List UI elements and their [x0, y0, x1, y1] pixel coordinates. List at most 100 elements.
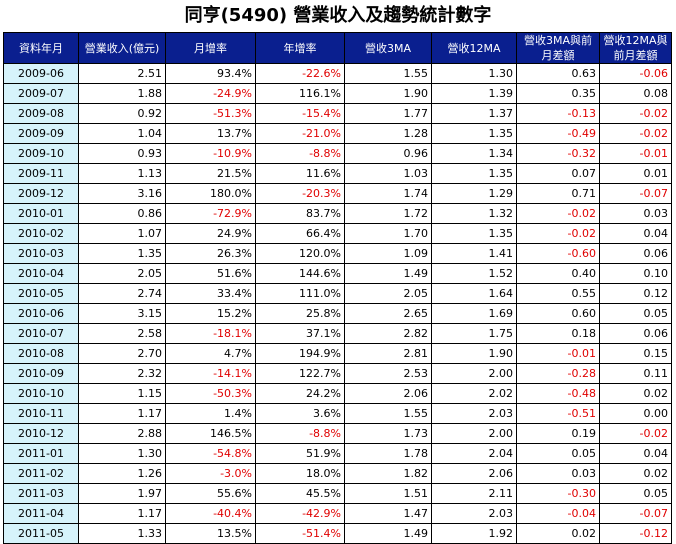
cell-12ma: 1.64: [431, 283, 517, 304]
cell-12ma: 1.69: [431, 303, 517, 324]
cell-month: 2011-05: [3, 523, 79, 544]
cell-yoy: 111.0%: [255, 283, 345, 304]
cell-yoy: 83.7%: [255, 203, 345, 224]
cell-yoy: 45.5%: [255, 483, 345, 504]
cell-month: 2009-08: [3, 103, 79, 124]
header-12ma: 營收12MA: [431, 32, 517, 64]
cell-month: 2009-06: [3, 63, 79, 84]
cell-3ma: 2.06: [344, 383, 432, 404]
cell-revenue: 0.93: [78, 143, 166, 164]
cell-12ma-diff: 0.15: [599, 343, 672, 364]
cell-3ma-diff: -0.60: [516, 243, 600, 264]
cell-month: 2011-04: [3, 503, 79, 524]
cell-3ma: 1.72: [344, 203, 432, 224]
cell-12ma: 1.35: [431, 223, 517, 244]
cell-12ma: 1.92: [431, 523, 517, 544]
cell-3ma: 1.55: [344, 403, 432, 424]
table-row: 2010-10 1.15 -50.3% 24.2% 2.06 2.02 -0.48 0.02: [3, 383, 672, 404]
cell-mom: 93.4%: [165, 63, 256, 84]
cell-yoy: -22.6%: [255, 63, 345, 84]
cell-3ma: 2.53: [344, 363, 432, 384]
page-title: 同亨(5490) 營業收入及趨勢統計數字: [184, 5, 492, 26]
cell-12ma-diff: -0.07: [599, 503, 672, 524]
cell-12ma-diff: 0.12: [599, 283, 672, 304]
cell-3ma: 1.03: [344, 163, 432, 184]
cell-3ma-diff: 0.60: [516, 303, 600, 324]
cell-3ma: 1.49: [344, 523, 432, 544]
cell-mom: -24.9%: [165, 83, 256, 104]
cell-3ma-diff: -0.32: [516, 143, 600, 164]
cell-12ma: 1.34: [431, 143, 517, 164]
table-row: 2011-02 1.26 -3.0% 18.0% 1.82 2.06 0.03 0.02: [3, 463, 672, 484]
cell-month: 2010-02: [3, 223, 79, 244]
cell-12ma-diff: 0.11: [599, 363, 672, 384]
cell-12ma-diff: 0.08: [599, 83, 672, 104]
cell-3ma: 1.74: [344, 183, 432, 204]
cell-month: 2010-07: [3, 323, 79, 344]
cell-mom: -14.1%: [165, 363, 256, 384]
cell-3ma-diff: -0.30: [516, 483, 600, 504]
cell-12ma-diff: 0.02: [599, 383, 672, 404]
cell-3ma: 1.47: [344, 503, 432, 524]
table-row: 2011-05 1.33 13.5% -51.4% 1.49 1.92 0.02 -0.12: [3, 523, 672, 544]
cell-month: 2010-01: [3, 203, 79, 224]
cell-3ma: 2.05: [344, 283, 432, 304]
cell-12ma: 1.52: [431, 263, 517, 284]
table-row: 2010-01 0.86 -72.9% 83.7% 1.72 1.32 -0.02 0.03: [3, 203, 672, 224]
cell-revenue: 0.92: [78, 103, 166, 124]
cell-3ma: 1.77: [344, 103, 432, 124]
cell-revenue: 3.15: [78, 303, 166, 324]
cell-yoy: 116.1%: [255, 83, 345, 104]
cell-12ma: 1.29: [431, 183, 517, 204]
cell-month: 2010-11: [3, 403, 79, 424]
cell-revenue: 2.05: [78, 263, 166, 284]
table-row: 2011-04 1.17 -40.4% -42.9% 1.47 2.03 -0.04 -0.0…: [3, 503, 672, 524]
cell-month: 2010-08: [3, 343, 79, 364]
table-row: 2010-02 1.07 24.9% 66.4% 1.70 1.35 -0.02 0.04: [3, 223, 672, 244]
cell-12ma-diff: 0.03: [599, 203, 672, 224]
header-revenue: 營業收入(億元): [78, 32, 166, 64]
table-row: 2010-08 2.70 4.7% 194.9% 2.81 1.90 -0.01 0.15: [3, 343, 672, 364]
cell-month: 2009-10: [3, 143, 79, 164]
cell-mom: 4.7%: [165, 343, 256, 364]
cell-3ma: 1.90: [344, 83, 432, 104]
cell-mom: -54.8%: [165, 443, 256, 464]
cell-yoy: 66.4%: [255, 223, 345, 244]
cell-12ma-diff: 0.02: [599, 463, 672, 484]
cell-3ma-diff: 0.63: [516, 63, 600, 84]
cell-3ma-diff: 0.55: [516, 283, 600, 304]
cell-3ma-diff: 0.19: [516, 423, 600, 444]
cell-3ma-diff: 0.02: [516, 523, 600, 544]
cell-12ma-diff: 0.05: [599, 303, 672, 324]
cell-mom: -18.1%: [165, 323, 256, 344]
cell-mom: 51.6%: [165, 263, 256, 284]
cell-12ma: 2.00: [431, 363, 517, 384]
cell-3ma-diff: -0.02: [516, 203, 600, 224]
cell-mom: 24.9%: [165, 223, 256, 244]
cell-mom: -50.3%: [165, 383, 256, 404]
cell-month: 2009-09: [3, 123, 79, 144]
cell-3ma: 2.82: [344, 323, 432, 344]
cell-month: 2009-12: [3, 183, 79, 204]
cell-12ma: 1.41: [431, 243, 517, 264]
cell-mom: -3.0%: [165, 463, 256, 484]
cell-mom: 55.6%: [165, 483, 256, 504]
table-row: 2010-11 1.17 1.4% 3.6% 1.55 2.03 -0.51 0.00: [3, 403, 672, 424]
cell-mom: -51.3%: [165, 103, 256, 124]
cell-12ma: 1.39: [431, 83, 517, 104]
cell-revenue: 1.17: [78, 403, 166, 424]
cell-3ma-diff: -0.02: [516, 223, 600, 244]
cell-3ma: 1.51: [344, 483, 432, 504]
cell-revenue: 1.35: [78, 243, 166, 264]
header-row: 資料年月 營業收入(億元) 月增率 年增率 營收3MA 營收12MA 營收3MA…: [3, 32, 672, 64]
table-row: 2011-01 1.30 -54.8% 51.9% 1.78 2.04 0.05 0.04: [3, 443, 672, 464]
cell-3ma: 2.81: [344, 343, 432, 364]
header-3ma-diff: 營收3MA與前月差額: [516, 32, 600, 64]
cell-mom: -10.9%: [165, 143, 256, 164]
cell-12ma: 2.00: [431, 423, 517, 444]
cell-mom: 21.5%: [165, 163, 256, 184]
cell-3ma: 0.96: [344, 143, 432, 164]
cell-yoy: -15.4%: [255, 103, 345, 124]
cell-12ma-diff: 0.10: [599, 263, 672, 284]
cell-month: 2010-09: [3, 363, 79, 384]
